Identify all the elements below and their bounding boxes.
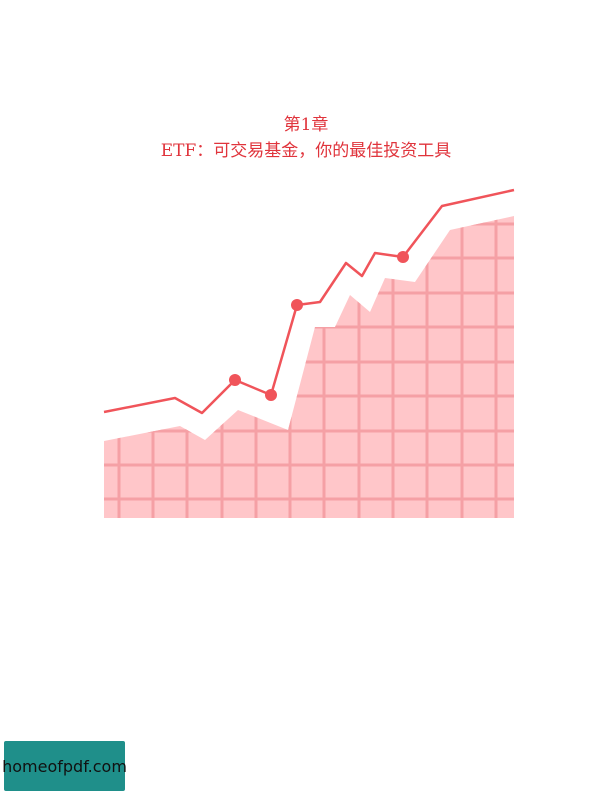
trend-marker: [265, 389, 277, 401]
trend-marker: [291, 299, 303, 311]
trend-marker: [229, 374, 241, 386]
watermark-link[interactable]: homeofpdf.com: [2, 741, 127, 791]
chapter-number: 第1章: [283, 115, 329, 135]
rising-chart-illustration: [103, 188, 515, 518]
area-fill: [104, 216, 514, 518]
chapter-title: ETF：可交易基金，你的最佳投资工具: [160, 141, 452, 161]
trend-marker: [397, 251, 409, 263]
